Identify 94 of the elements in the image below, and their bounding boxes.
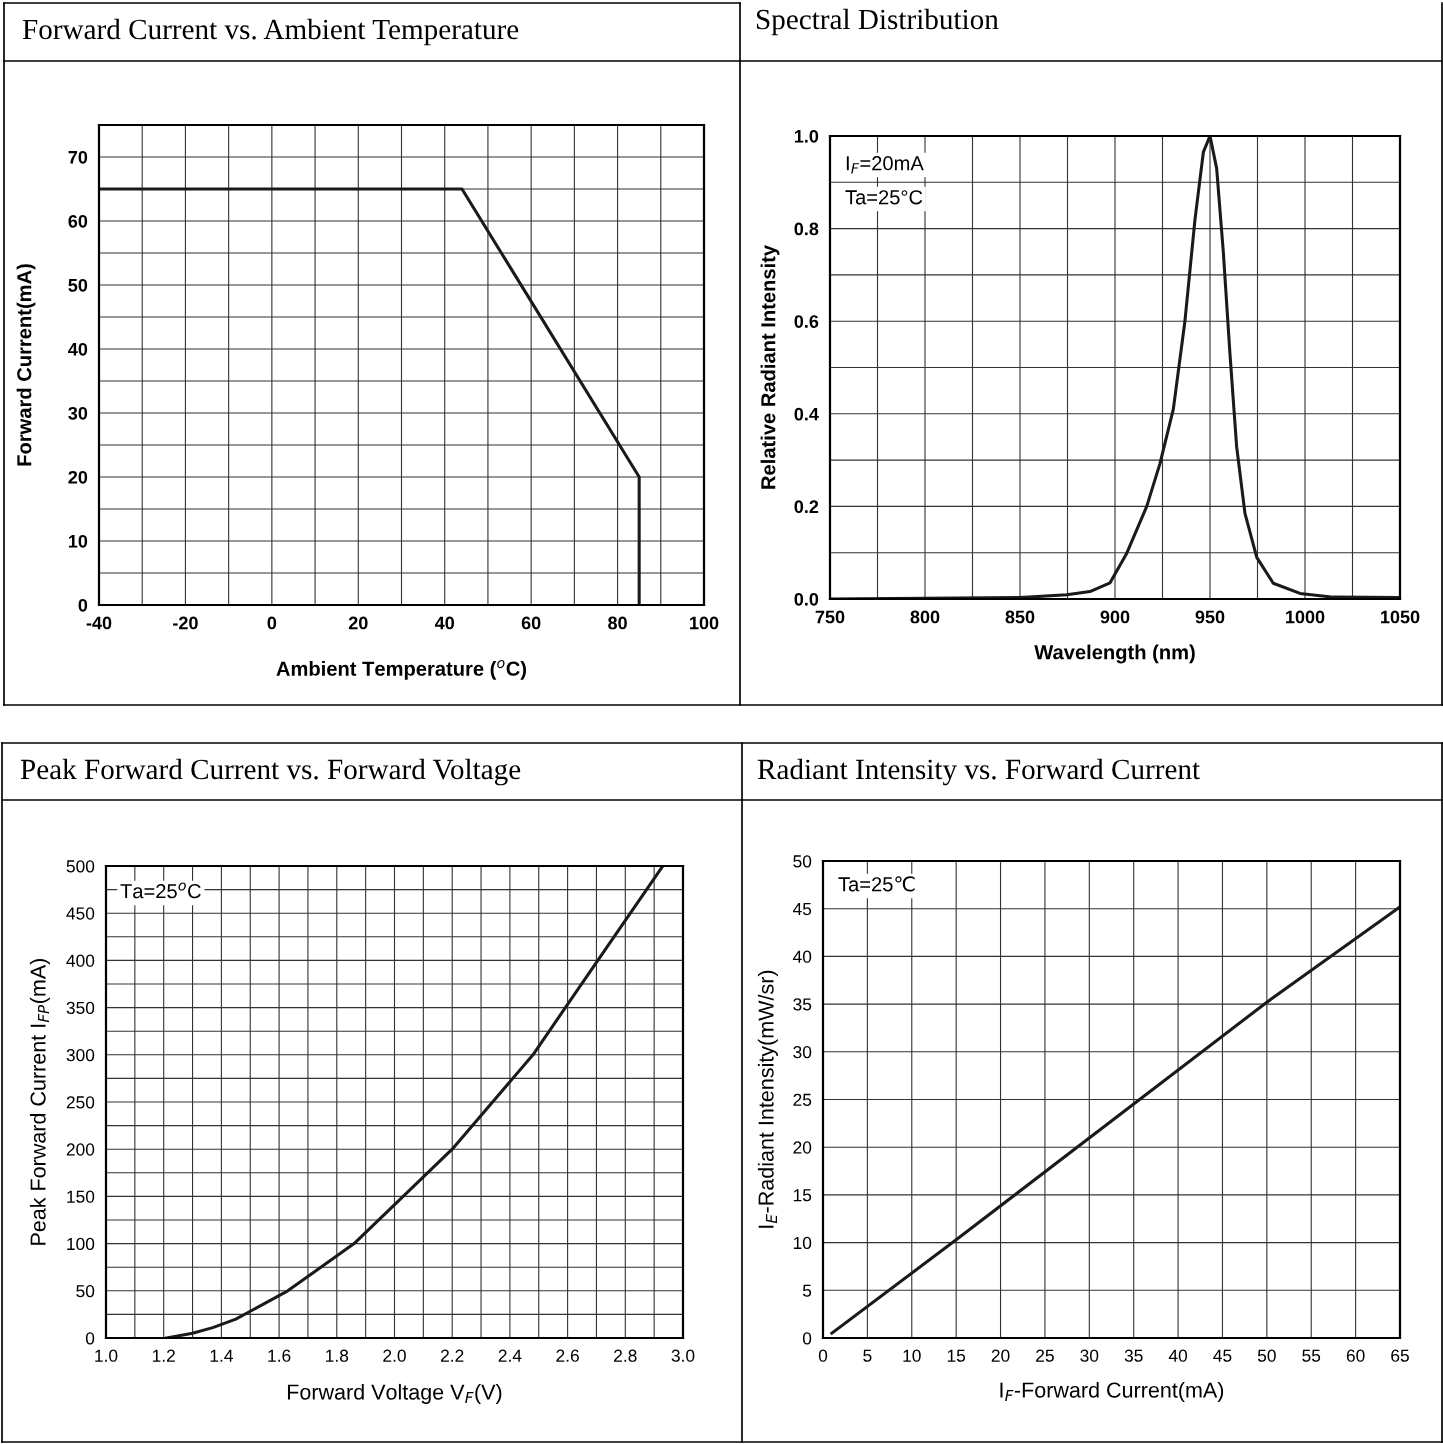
y-tick-label: 450 [66, 907, 95, 920]
y-tick-label: 0 [802, 1332, 812, 1345]
x-tick-label: 800 [910, 610, 940, 624]
x-tick-label: 1.6 [268, 1349, 291, 1362]
y-tick-label: 0 [78, 598, 88, 612]
x-tick-label: 15 [947, 1349, 966, 1362]
y-tick-label: 25 [793, 1093, 812, 1106]
annotation: Ta=25°C [845, 190, 923, 205]
y-tick-label: 1.0 [794, 129, 819, 143]
y-tick-label: 0.0 [794, 592, 819, 606]
y-axis-title: Forward Current(mA) [16, 264, 36, 466]
x-tick-label: 20 [348, 616, 368, 630]
y-tick-label: 15 [793, 1189, 812, 1202]
x-tick-label: 25 [1036, 1349, 1054, 1362]
y-tick-label: 20 [68, 470, 88, 484]
y-tick-label: 45 [792, 903, 812, 916]
y-axis-title: Peak Forward Current I$_{FP}$(mA) [29, 958, 50, 1245]
y-tick-label: 10 [793, 1236, 812, 1250]
x-axis-title: Forward Voltage V$_{F}$(V) [287, 1383, 502, 1404]
x-tick-label: 10 [903, 1349, 921, 1362]
x-tick-label: 60 [1346, 1349, 1365, 1362]
y-tick-label: 150 [67, 1190, 95, 1203]
x-tick-label: 750 [815, 610, 845, 624]
x-tick-label: 850 [1005, 610, 1035, 624]
x-tick-label: 55 [1302, 1349, 1321, 1362]
x-tick-label: 0 [267, 616, 277, 630]
y-tick-label: 50 [68, 278, 88, 292]
x-axis-title: Ambient Temperature ($^{o}$C) [276, 660, 526, 680]
x-tick-label: 1.8 [326, 1349, 349, 1362]
annotation: I$_{F}$=20mA [846, 156, 924, 174]
y-tick-label: 10 [68, 534, 88, 548]
x-tick-label: 2.8 [614, 1349, 637, 1362]
y-tick-label: 400 [66, 954, 95, 967]
x-tick-label: 40 [1168, 1349, 1188, 1362]
x-axis-title: I$_{F}$-Forward Current(mA) [1000, 1381, 1224, 1402]
chart-title: Radiant Intensity vs. Forward Current [757, 758, 1200, 786]
y-tick-label: 0.8 [794, 222, 819, 236]
annotation: Ta=25$^{o}$C [120, 882, 201, 899]
y-tick-label: 40 [68, 342, 88, 356]
y-tick-label: 30 [793, 1045, 812, 1059]
x-tick-label: 900 [1100, 610, 1130, 624]
x-tick-label: 65 [1391, 1349, 1409, 1362]
x-tick-label: 40 [434, 616, 455, 630]
x-tick-label: 0 [818, 1349, 828, 1362]
y-tick-label: 300 [66, 1048, 95, 1062]
y-tick-label: 30 [68, 406, 88, 420]
x-tick-label: 950 [1195, 610, 1225, 624]
y-tick-label: 70 [68, 150, 88, 164]
y-tick-label: 50 [793, 855, 812, 868]
annotation: Ta=25℃ [838, 876, 915, 892]
chart-title: Peak Forward Current vs. Forward Voltage [20, 758, 521, 786]
x-tick-label: 100 [690, 616, 719, 630]
y-tick-label: 100 [67, 1237, 95, 1251]
line-series [830, 905, 1400, 1335]
y-tick-label: 20 [793, 1141, 812, 1154]
y-tick-label: 350 [66, 1001, 95, 1015]
y-axis-title: I$_{E}$-Radiant Intensity(mW/sr) [757, 970, 778, 1228]
x-tick-label: 1050 [1381, 610, 1420, 624]
x-axis-title: Wavelength (nm) [1034, 644, 1195, 664]
y-tick-label: 40 [792, 950, 812, 963]
x-tick-label: -20 [173, 616, 198, 630]
chart-title: Forward Current vs. Ambient Temperature [22, 18, 519, 46]
y-tick-label: 0.6 [794, 315, 819, 328]
y-axis-title: Relative Radiant Intensity [760, 245, 780, 489]
y-tick-label: 0.4 [794, 407, 819, 421]
x-tick-label: 1.2 [152, 1349, 175, 1362]
y-tick-label: 0 [85, 1332, 95, 1345]
x-tick-label: 2.0 [383, 1349, 406, 1362]
x-tick-label: 2.4 [498, 1349, 522, 1362]
y-tick-label: 200 [66, 1143, 95, 1156]
y-tick-label: 50 [76, 1284, 95, 1298]
x-tick-label: 50 [1257, 1349, 1276, 1362]
x-tick-label: 80 [608, 616, 627, 630]
y-tick-label: 500 [66, 860, 95, 873]
y-tick-label: 60 [68, 214, 88, 228]
chart-title: Spectral Distribution [756, 8, 999, 36]
y-tick-label: 35 [793, 998, 812, 1011]
x-tick-label: 30 [1080, 1349, 1099, 1362]
x-tick-label: -40 [86, 616, 112, 630]
y-tick-label: 250 [66, 1096, 95, 1109]
x-tick-label: 2.2 [441, 1349, 464, 1362]
x-tick-label: 2.6 [556, 1349, 579, 1362]
x-tick-label: 1.4 [210, 1349, 233, 1362]
x-tick-label: 1000 [1286, 610, 1325, 624]
y-tick-label: 0.2 [794, 500, 819, 514]
x-tick-label: 60 [521, 616, 541, 630]
x-tick-label: 5 [863, 1349, 872, 1362]
x-tick-label: 3.0 [671, 1349, 695, 1362]
y-tick-label: 5 [802, 1284, 812, 1297]
x-tick-label: 35 [1124, 1349, 1143, 1362]
x-tick-label: 20 [991, 1349, 1010, 1362]
x-tick-label: 45 [1213, 1349, 1232, 1362]
line-series [830, 136, 1400, 599]
x-tick-label: 1.0 [95, 1349, 118, 1362]
